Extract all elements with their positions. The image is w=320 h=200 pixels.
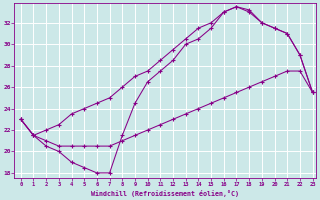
X-axis label: Windchill (Refroidissement éolien,°C): Windchill (Refroidissement éolien,°C) (92, 190, 239, 197)
